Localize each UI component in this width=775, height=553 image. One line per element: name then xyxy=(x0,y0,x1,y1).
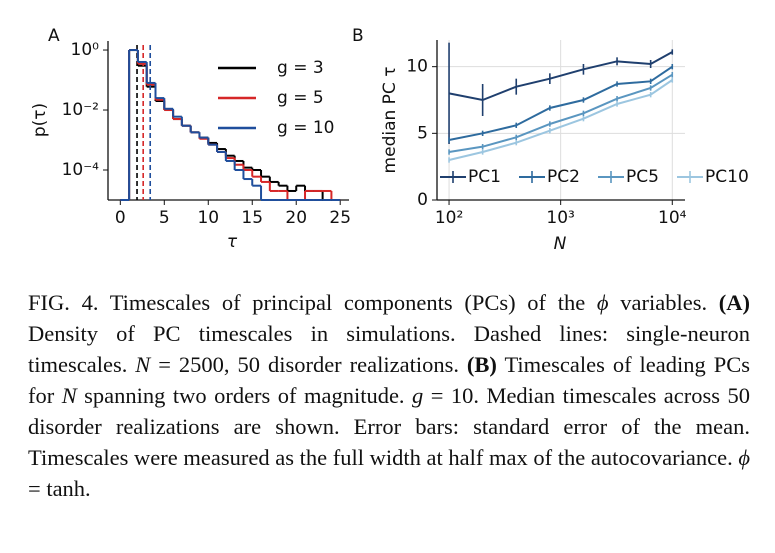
x-tick-label: 10² xyxy=(435,208,463,228)
x-tick-label: 20 xyxy=(285,208,307,228)
caption-text: = tanh. xyxy=(28,476,91,501)
legend-label: PC5 xyxy=(626,167,659,187)
y-tick-label: 10⁰ xyxy=(71,40,100,60)
caption-text: (A) xyxy=(718,290,750,315)
x-axis-label: τ xyxy=(227,232,238,252)
caption-text: Density of PC timescales in simulations.… xyxy=(28,321,750,377)
x-tick-label: 10⁴ xyxy=(658,208,687,228)
legend-label: g = 3 xyxy=(277,58,324,78)
y-axis-label: p(τ) xyxy=(30,103,50,137)
legend-label: PC1 xyxy=(468,167,501,187)
caption: FIG. 4. Timescales of principal componen… xyxy=(28,287,750,504)
x-axis-label: N xyxy=(554,234,567,254)
x-tick-label: 5 xyxy=(159,208,170,228)
caption-text: g xyxy=(412,383,424,408)
caption-text: = 10. Median timescales across 50 disord… xyxy=(28,383,750,470)
figure: Aτ p(τ) 0 5 10 15 20 25 10⁰ 10⁻² 10⁻⁴ g = 3 g = 5 g =… xyxy=(30,26,749,254)
series-line xyxy=(448,79,673,161)
legend-label: g = 10 xyxy=(277,118,334,138)
caption-text: = 2500, 50 disorder realizations. xyxy=(150,352,467,377)
caption-text: variables. xyxy=(608,290,719,315)
series-line xyxy=(448,51,673,102)
y-tick-label: 10⁻⁴ xyxy=(62,160,100,180)
x-tick-label: 15 xyxy=(241,208,263,228)
caption-text: spanning two orders of magnitude. xyxy=(76,383,413,408)
caption-text: FIG. 4. Timescales of principal componen… xyxy=(28,290,597,315)
legend-label: g = 5 xyxy=(277,88,324,108)
caption-text: ϕ xyxy=(596,290,609,315)
caption-text: N xyxy=(135,352,151,377)
x-tick-label: 10³ xyxy=(546,208,574,228)
caption-text: N xyxy=(61,383,77,408)
series-line xyxy=(448,65,673,141)
caption-text: Timescales of leading PCs for xyxy=(28,352,750,408)
legend-label: PC2 xyxy=(547,167,580,187)
y-tick-label: 5 xyxy=(417,123,428,143)
y-tick-label: 10⁻² xyxy=(62,100,99,120)
legend-label: PC10 xyxy=(705,167,749,187)
series-line xyxy=(448,73,673,153)
y-axis-label: median PC τ xyxy=(380,67,400,174)
y-tick-label: 10 xyxy=(406,57,428,77)
panel-label: B xyxy=(352,26,364,46)
x-tick-label: 0 xyxy=(115,208,126,228)
caption-text: (B) xyxy=(466,352,497,377)
x-tick-label: 25 xyxy=(329,208,351,228)
y-tick-label: 0 xyxy=(417,190,428,210)
x-tick-label: 10 xyxy=(197,208,219,228)
caption-text: ϕ xyxy=(738,445,750,470)
panel-label: A xyxy=(48,26,60,46)
